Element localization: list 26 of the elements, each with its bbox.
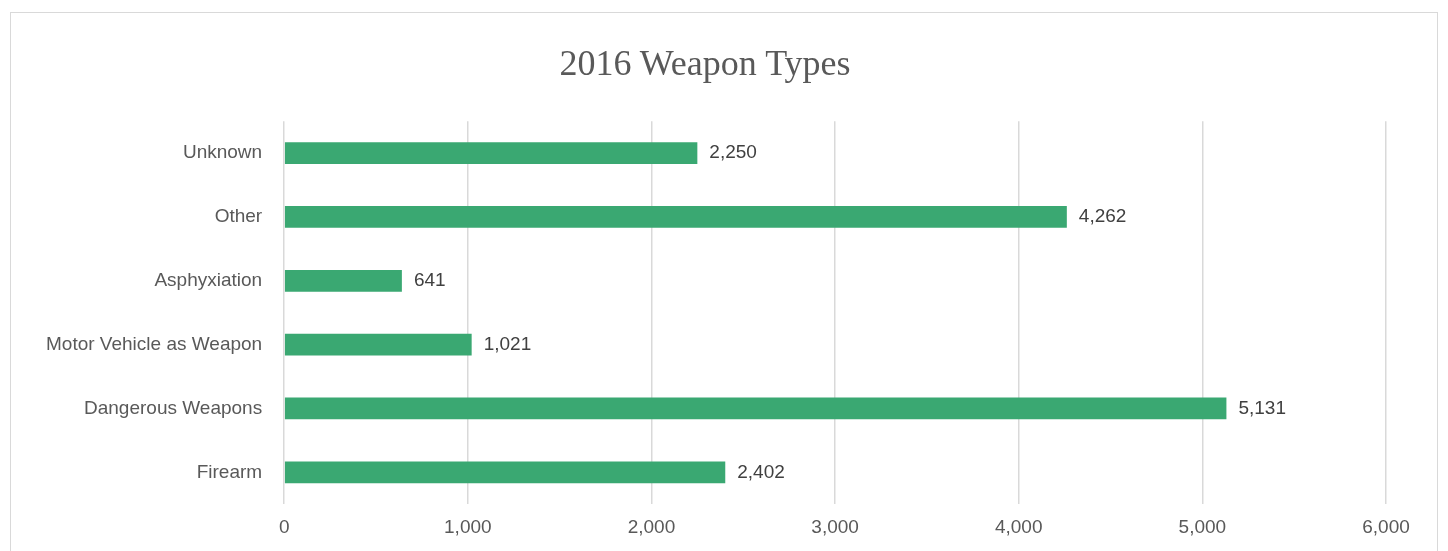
- data-label: 1,021: [483, 332, 532, 354]
- bar: [284, 206, 1067, 228]
- x-tick-label: 1,000: [444, 515, 492, 537]
- x-tick-label: 4,000: [994, 515, 1043, 537]
- y-tick-label: Firearm: [196, 460, 263, 482]
- x-tick-label: 3,000: [811, 515, 859, 537]
- bar: [284, 397, 1227, 420]
- bar: [284, 269, 402, 292]
- x-tick-label: 0: [278, 515, 290, 537]
- data-label: 2,250: [709, 141, 757, 163]
- bar: [284, 461, 726, 484]
- bar: [284, 333, 472, 356]
- y-tick-label: Asphyxiation: [154, 269, 263, 291]
- y-tick-label: Dangerous Weapons: [84, 396, 263, 418]
- data-label: 5,131: [1238, 396, 1286, 418]
- data-label: 641: [413, 269, 446, 291]
- y-tick-label: Unknown: [182, 141, 263, 163]
- x-tick-label: 5,000: [1178, 515, 1227, 537]
- x-tick-label: 2,000: [627, 515, 676, 537]
- x-tick-label: 6,000: [1362, 515, 1410, 537]
- bar: [284, 142, 698, 164]
- data-label: 4,262: [1078, 205, 1127, 227]
- y-tick-label: Other: [214, 205, 263, 227]
- data-label: 2,402: [737, 460, 785, 482]
- chart-title: 2016 Weapon Types: [559, 43, 851, 84]
- y-tick-label: Motor Vehicle as Weapon: [45, 332, 263, 354]
